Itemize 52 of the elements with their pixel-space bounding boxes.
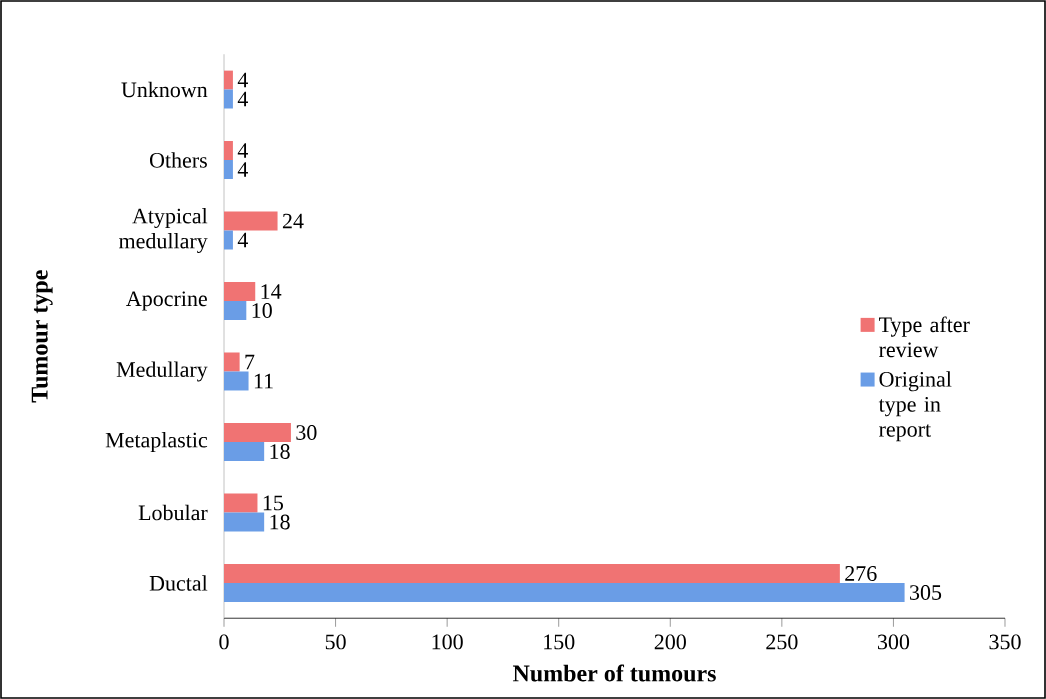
data-label: 4 <box>237 143 248 158</box>
data-label: 4 <box>237 162 248 177</box>
bar <box>224 493 258 513</box>
bar <box>224 159 233 179</box>
x-axis-title: Number of tumours <box>512 664 716 682</box>
x-tick-label: 0 <box>219 634 229 650</box>
data-label: 4 <box>237 232 248 248</box>
legend-label: Original type in report <box>878 371 952 442</box>
bar <box>224 371 249 391</box>
data-label: 18 <box>270 514 290 530</box>
bar <box>224 563 840 583</box>
x-tick-label: 300 <box>877 634 910 650</box>
data-label: 4 <box>237 91 248 107</box>
data-label: 18 <box>270 444 290 459</box>
y-tick-label: Others <box>149 152 207 168</box>
bar <box>224 70 233 90</box>
x-tick-label: 150 <box>544 634 575 650</box>
bar <box>224 441 265 461</box>
data-label: 4 <box>237 72 248 88</box>
data-label: 305 <box>910 585 942 600</box>
x-tick-label: 50 <box>325 634 346 650</box>
bar <box>224 512 265 532</box>
data-label: 15 <box>263 495 283 511</box>
data-label: 11 <box>254 373 273 389</box>
y-tick-label: Unknown <box>121 81 208 98</box>
y-tick-label: Medullary <box>116 361 208 382</box>
bar <box>224 140 233 160</box>
bar <box>224 582 905 602</box>
bar <box>224 422 291 442</box>
data-label: 7 <box>245 354 255 370</box>
bar <box>224 352 240 372</box>
y-tick-label: Ductal <box>149 575 208 591</box>
data-label: 30 <box>296 425 317 440</box>
legend-label: Type after review <box>879 316 970 358</box>
y-tick-label: Atypical medullary <box>119 208 208 253</box>
y-tick-label: Apocrine <box>126 291 207 311</box>
x-tick-label: 250 <box>766 634 798 650</box>
x-tick-label: 350 <box>989 634 1021 650</box>
data-label: 276 <box>845 566 877 581</box>
y-tick-label: Metaplastic <box>105 432 208 452</box>
y-tick-label: Lobular <box>138 504 208 521</box>
x-tick-label: 200 <box>654 634 686 650</box>
y-axis-title: Tumour type <box>31 270 53 403</box>
bar <box>224 89 233 109</box>
data-label: 10 <box>252 303 272 318</box>
data-label: 14 <box>261 284 282 299</box>
bar <box>224 300 247 320</box>
data-label: 24 <box>282 213 304 229</box>
bar <box>224 211 278 231</box>
bar <box>224 281 256 301</box>
bar <box>224 230 233 250</box>
x-tick-label: 100 <box>432 634 463 650</box>
